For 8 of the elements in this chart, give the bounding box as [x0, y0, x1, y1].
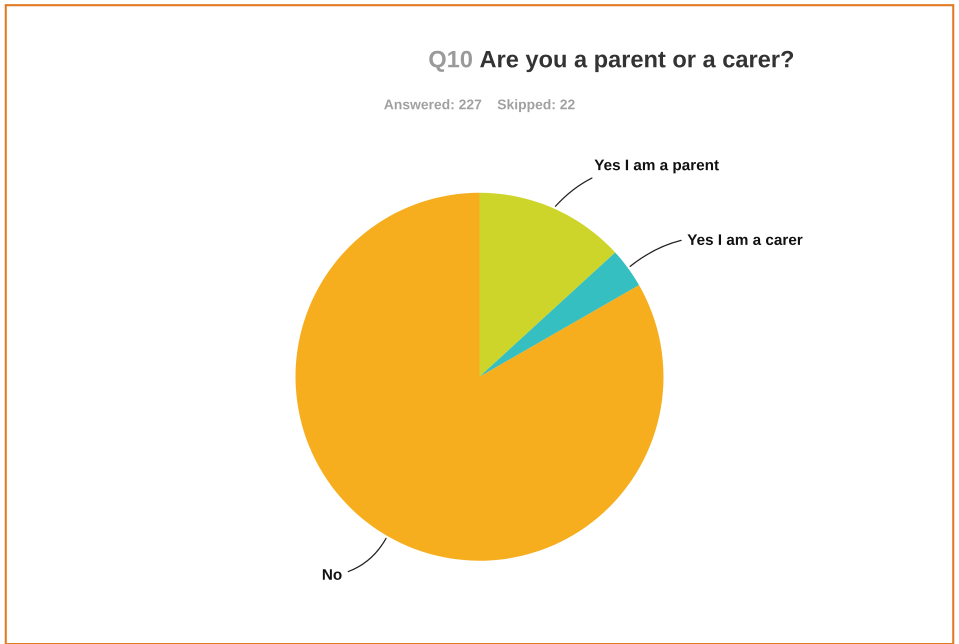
slice-label: Yes I am a carer: [687, 234, 803, 246]
slice-label: No: [322, 569, 342, 580]
slice-label: Yes I am a parent: [594, 160, 719, 174]
pie-slice: [480, 252, 640, 377]
pie-slice: [480, 192, 616, 377]
pie-slice: [296, 192, 664, 561]
chart-subtitle: Answered: 227 Skipped: 22: [384, 99, 575, 112]
chart-title: Q10 Are you a parent or a carer?: [429, 50, 794, 72]
